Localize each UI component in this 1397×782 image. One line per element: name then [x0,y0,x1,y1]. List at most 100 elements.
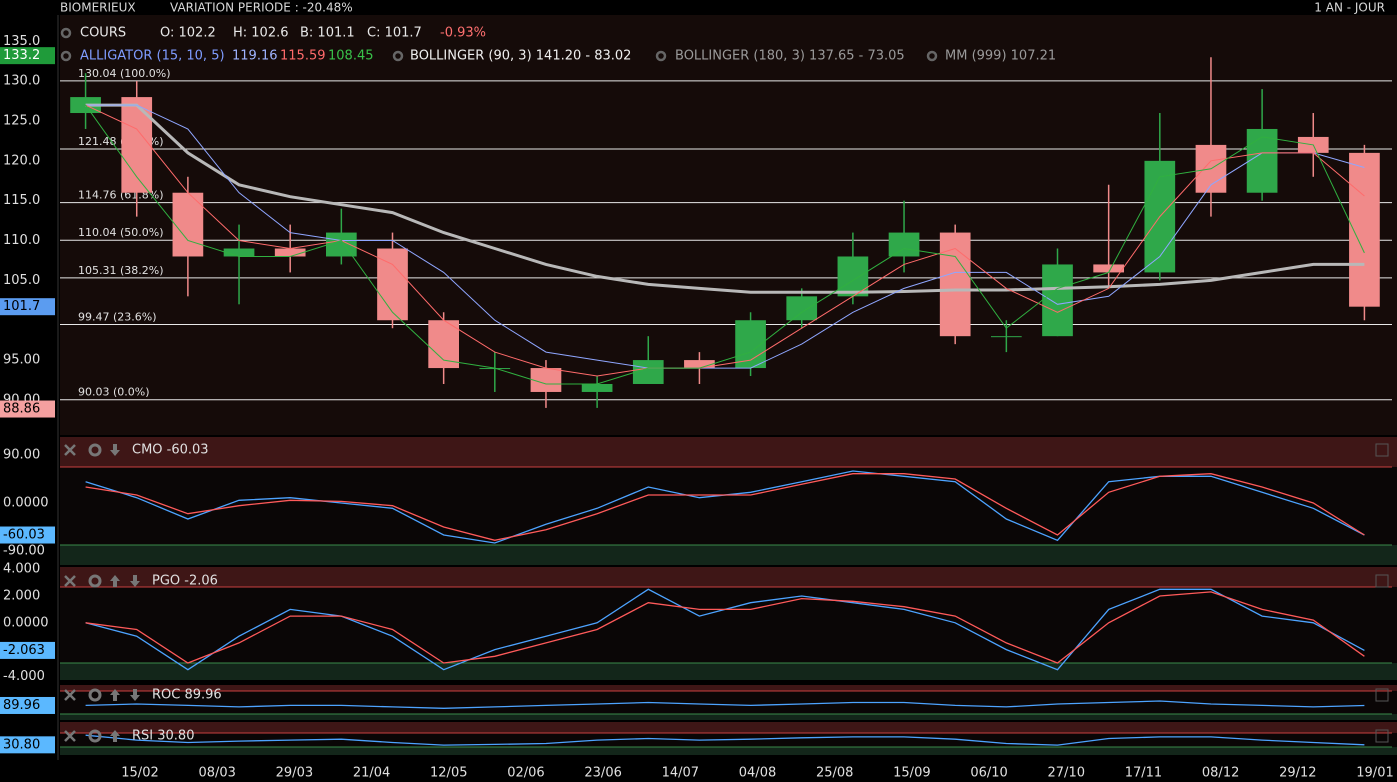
price-badge [0,400,55,418]
candle-body [786,296,818,321]
y-tick-label: -90.00 [3,544,45,559]
settings-icon[interactable] [392,50,404,62]
indicator-title: RSI 30.80 [132,729,194,744]
price-badge [0,641,55,659]
y-tick-label: 4.000 [3,562,40,577]
candle-body [939,232,971,337]
x-tick-label: 29/03 [276,766,313,781]
candle-body [888,232,920,257]
price-badge [0,736,55,754]
candle-body [991,336,1022,338]
legend-item: C: 101.7 [367,26,422,41]
move-down-icon[interactable] [110,444,120,456]
fibonacci-label: 105.31 (38.2%) [78,264,164,277]
price-badge-label: 101.7 [3,299,40,314]
legend-item: COURS [80,26,126,41]
settings-icon[interactable] [60,27,72,39]
legend-item: MM (999) 107.21 [945,49,1056,64]
x-tick-label: 25/08 [816,766,853,781]
price-badge [0,47,55,65]
y-tick-label: 125.0 [3,113,40,128]
x-tick-label: 23/06 [584,766,621,781]
move-down-icon[interactable] [130,575,140,587]
x-tick-label: 12/05 [430,766,467,781]
settings-icon[interactable] [655,50,667,62]
oversold-zone [60,545,1397,565]
x-tick-label: 27/10 [1048,766,1085,781]
y-tick-label: 115.0 [3,193,40,208]
candle-body [172,192,204,257]
settings-icon[interactable] [88,443,102,457]
settings-icon[interactable] [60,50,72,62]
legend-item: B: 101.1 [300,26,355,41]
x-tick-label: 14/07 [662,766,699,781]
fibonacci-label: 130.04 (100.0%) [78,67,171,80]
y-tick-label: 105.0 [3,273,40,288]
overbought-zone [60,722,1397,733]
x-tick-label: 04/08 [739,766,776,781]
settings-icon[interactable] [926,50,938,62]
close-icon[interactable] [64,689,76,701]
panel-checkbox[interactable] [1375,729,1389,743]
move-up-icon[interactable] [110,575,120,587]
x-tick-label: 08/12 [1202,766,1239,781]
price-badge-label: 89.96 [3,698,40,713]
legend-item: O: 102.2 [160,26,216,41]
indicator-line [85,103,1365,294]
price-badge-label: -2.063 [3,643,45,658]
settings-icon[interactable] [88,688,102,702]
plot-background [60,15,1397,435]
overbought-zone [60,437,1397,467]
indicator-line [85,104,1365,377]
move-down-icon[interactable] [130,689,140,701]
indicator-line [85,104,1365,385]
indicator-title: PGO -2.06 [152,574,218,589]
x-tick-label: 02/06 [507,766,544,781]
candle-body [632,360,664,384]
y-tick-label: 110.0 [3,233,40,248]
y-tick-label: 0.0000 [3,615,49,630]
indicator-line [85,734,1365,746]
candle-body [121,97,153,193]
x-tick-label: 08/03 [198,766,235,781]
y-tick-label: 120.0 [3,153,40,168]
x-tick-label: 15/09 [893,766,930,781]
indicator-line [85,473,1365,541]
move-up-icon[interactable] [110,730,120,742]
legend-item: ALLIGATOR (15, 10, 5) [80,49,225,64]
y-tick-label: 135.0 [3,34,40,49]
period-variation: VARIATION PERIODE : -20.48% [170,1,353,15]
candle-body [1093,264,1124,273]
panel-checkbox[interactable] [1375,443,1389,457]
x-tick-label: 29/12 [1279,766,1316,781]
candle-body [1042,264,1073,337]
settings-icon[interactable] [88,729,102,743]
close-icon[interactable] [64,730,76,742]
candle-body [1349,152,1380,307]
settings-icon[interactable] [88,574,102,588]
candle-body [274,248,306,257]
legend-item: 115.59 [280,49,326,64]
overbought-zone [60,567,1397,587]
legend-item: H: 102.6 [233,26,289,41]
y-tick-label: 95.00 [3,353,40,368]
legend-item: BOLLINGER (180, 3) 137.65 - 73.05 [675,49,905,64]
indicator-line [85,104,1365,369]
price-badge [0,526,55,544]
legend-item: 119.16 [232,49,278,64]
fibonacci-label: 99.47 (23.6%) [78,310,157,323]
price-badge-label: 133.2 [3,48,40,63]
close-icon[interactable] [64,575,76,587]
price-badge-label: 88.86 [3,402,40,417]
panel-checkbox[interactable] [1375,574,1389,588]
fibonacci-label: 90.03 (0.0%) [78,386,150,399]
move-up-icon[interactable] [110,689,120,701]
period-selector[interactable]: 1 AN - JOUR [1314,1,1385,15]
candle-body [1246,128,1278,193]
fibonacci-label: 110.04 (50.0%) [78,226,164,239]
candle-body [377,248,408,321]
y-tick-label: 0.0000 [3,496,49,511]
panel-checkbox[interactable] [1375,688,1389,702]
close-icon[interactable] [64,444,76,456]
